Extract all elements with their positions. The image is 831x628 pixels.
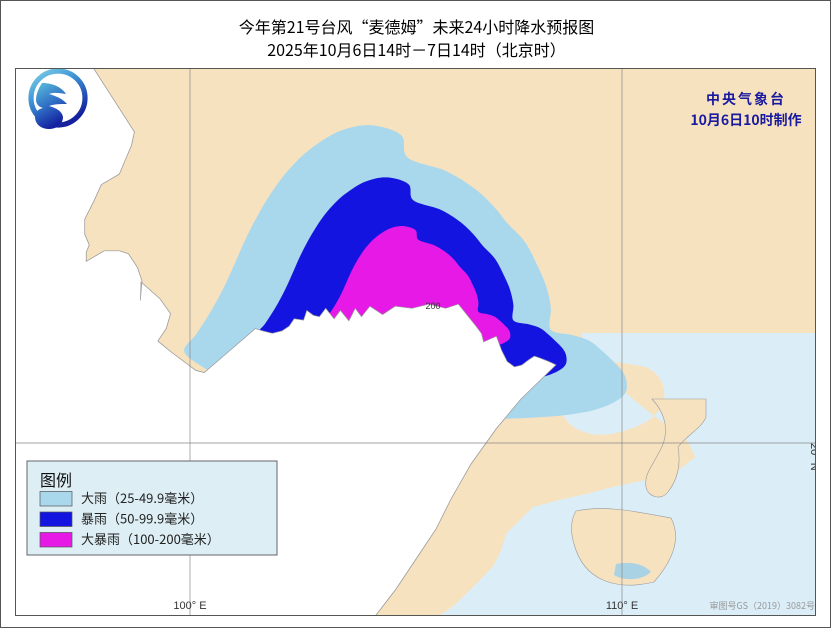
svg-text:10月6日10时制作: 10月6日10时制作 bbox=[690, 110, 801, 130]
svg-text:20° N: 20° N bbox=[808, 443, 815, 471]
svg-text:审图号GS（2019）3082号: 审图号GS（2019）3082号 bbox=[709, 599, 815, 612]
svg-text:暴雨（50-99.9毫米）: 暴雨（50-99.9毫米） bbox=[81, 509, 203, 528]
svg-text:100° E: 100° E bbox=[173, 600, 206, 612]
svg-text:110° E: 110° E bbox=[606, 600, 638, 612]
svg-text:大暴雨（100-200毫米）: 大暴雨（100-200毫米） bbox=[81, 529, 220, 548]
svg-text:中央气象台: 中央气象台 bbox=[706, 89, 786, 109]
svg-text:200: 200 bbox=[425, 301, 440, 311]
svg-text:大雨（25-49.9毫米）: 大雨（25-49.9毫米） bbox=[81, 488, 203, 507]
svg-text:图例: 图例 bbox=[40, 467, 72, 491]
